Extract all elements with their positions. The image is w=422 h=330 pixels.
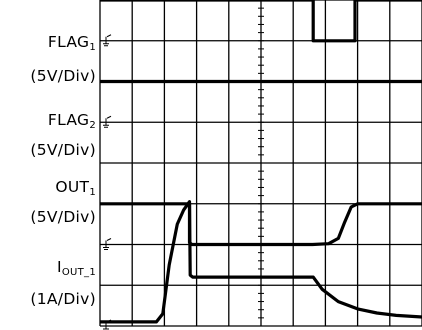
trace-flag1: [100, 0, 422, 43]
ground-arrow-2: [106, 238, 112, 241]
iout1-label: IOUT_1 (1A/Div): [30, 258, 96, 308]
ground-arrow-0: [106, 34, 112, 38]
trace-iout_1: [100, 200, 422, 324]
flag1-label: FLAG1 (5V/Div): [30, 33, 96, 85]
flag1-scale: (5V/Div): [30, 67, 96, 85]
ground-arrow-1: [106, 115, 112, 119]
flag2-scale: (5V/Div): [30, 141, 96, 159]
flag2-label: FLAG2 (5V/Div): [30, 111, 96, 159]
out1-scale: (5V/Div): [30, 208, 96, 226]
out1-label: OUT1 (5V/Div): [30, 178, 96, 226]
iout1-scale: (1A/Div): [30, 290, 96, 308]
